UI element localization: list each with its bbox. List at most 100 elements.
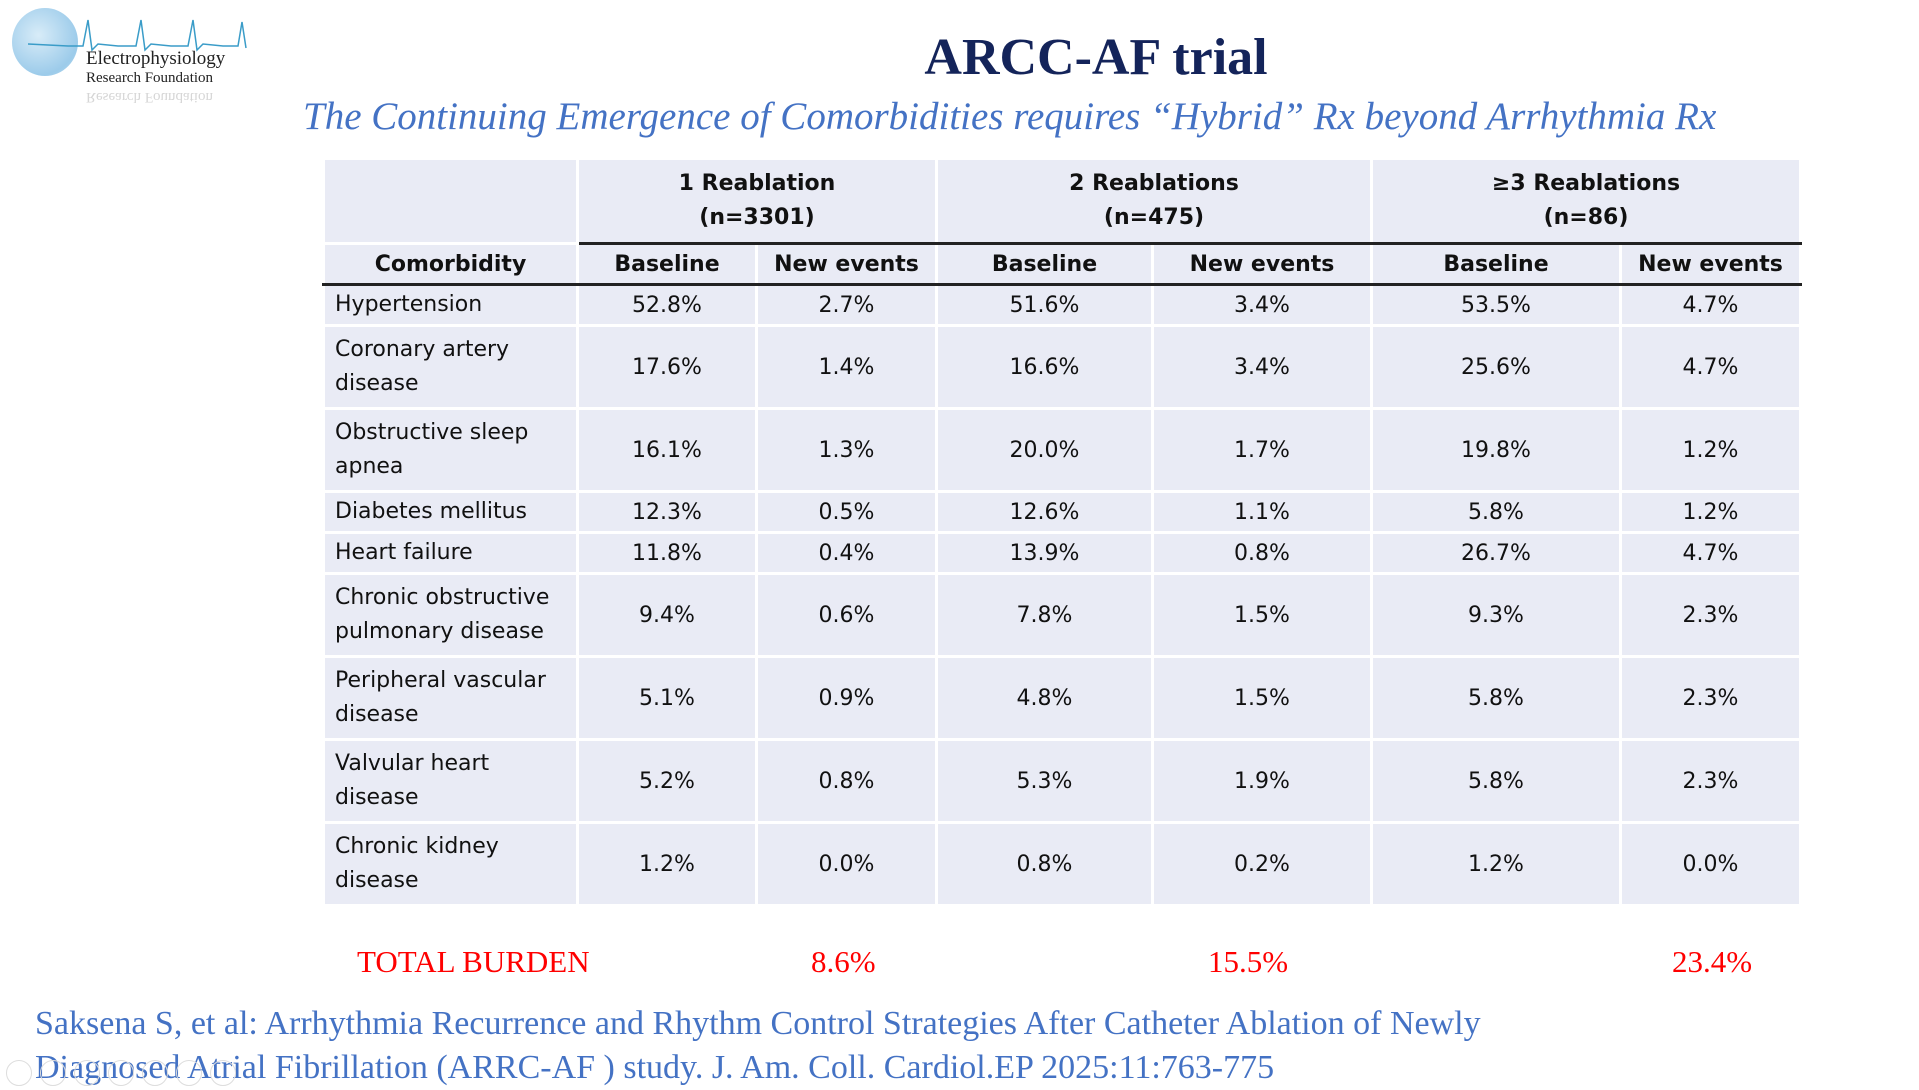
logo-line2: Research Foundation xyxy=(86,70,214,86)
slide-nav-controls[interactable] xyxy=(6,1060,236,1086)
new-events-value: 1.4% xyxy=(755,324,938,410)
baseline-value: 19.8% xyxy=(1370,407,1622,493)
new-events-value: 1.5% xyxy=(1151,655,1373,741)
new-events-value: 0.0% xyxy=(755,821,938,907)
comorbidity-name: Chronic obstructive pulmonary disease xyxy=(322,572,579,658)
logo-reflection: Research Foundation xyxy=(86,89,214,105)
new-events-value: 1.1% xyxy=(1151,490,1373,534)
new-events-value: 2.3% xyxy=(1618,572,1803,658)
new-events-value: 0.9% xyxy=(755,655,938,741)
new-events-value: 0.8% xyxy=(755,738,938,824)
col-new-events: New events xyxy=(755,242,938,286)
total-burden-3: 23.4% xyxy=(1672,944,1753,979)
new-events-value: 2.7% xyxy=(755,283,938,327)
comorbidity-name: Valvular heart disease xyxy=(322,738,579,824)
total-burden-2: 15.5% xyxy=(1208,944,1289,979)
new-events-value: 0.0% xyxy=(1618,821,1803,907)
baseline-value: 12.6% xyxy=(935,490,1154,534)
comorbidity-name: Hypertension xyxy=(322,283,579,327)
baseline-value: 16.6% xyxy=(935,324,1154,410)
total-burden-1: 8.6% xyxy=(811,944,876,979)
table-row: Chronic obstructive pulmonary disease 9.4… xyxy=(322,572,1803,658)
new-events-value: 1.3% xyxy=(755,407,938,493)
baseline-value: 11.8% xyxy=(576,531,758,575)
new-events-value: 1.2% xyxy=(1618,407,1803,493)
col-baseline: Baseline xyxy=(576,242,758,286)
ecg-wave-icon xyxy=(28,19,247,52)
baseline-value: 1.2% xyxy=(1370,821,1622,907)
prev-slide-icon[interactable] xyxy=(6,1060,32,1086)
comorbidity-name: Coronary artery disease xyxy=(322,324,579,410)
slide-subtitle: The Continuing Emergence of Comorbiditie… xyxy=(303,95,1717,138)
baseline-value: 5.3% xyxy=(935,738,1154,824)
table-row: Hypertension 52.8% 2.7% 51.6% 3.4% 53.5% 4.7% xyxy=(322,283,1803,327)
new-events-value: 4.7% xyxy=(1618,531,1803,575)
baseline-value: 13.9% xyxy=(935,531,1154,575)
table-row: Diabetes mellitus 12.3% 0.5% 12.6% 1.1% 5.8% 1… xyxy=(322,490,1803,534)
new-events-value: 1.9% xyxy=(1151,738,1373,824)
group-header-row: 1 Reablation (n=3301) 2 Reablations (n=475… xyxy=(322,157,1803,245)
new-events-value: 0.5% xyxy=(755,490,938,534)
comorbidity-name: Peripheral vascular disease xyxy=(322,655,579,741)
more-icon[interactable] xyxy=(210,1060,236,1086)
total-burden-row: TOTAL BURDEN 8.6% 15.5% 23.4% xyxy=(0,944,1919,988)
logo-line1: Electrophysiology xyxy=(86,48,226,69)
column-header-row: Comorbidity Baseline New events Baseline… xyxy=(322,242,1803,286)
table-row: Chronic kidney disease 1.2% 0.0% 0.8% 0.2% 1.… xyxy=(322,821,1803,907)
foundation-logo: Electrophysiology Research Foundation Re… xyxy=(8,6,248,106)
group-header: 1 Reablation (n=3301) xyxy=(576,157,938,245)
col-comorbidity: Comorbidity xyxy=(322,242,579,286)
subtitles-icon[interactable] xyxy=(176,1060,202,1086)
empty-header xyxy=(322,157,579,245)
new-events-value: 4.7% xyxy=(1618,324,1803,410)
table-row: Coronary artery disease 17.6% 1.4% 16.6% 3.4… xyxy=(322,324,1803,410)
comorbidity-name: Diabetes mellitus xyxy=(322,490,579,534)
next-slide-icon[interactable] xyxy=(40,1060,66,1086)
baseline-value: 5.2% xyxy=(576,738,758,824)
table-row: Obstructive sleep apnea 16.1% 1.3% 20.0% 1.7… xyxy=(322,407,1803,493)
comorbidity-table: 1 Reablation (n=3301) 2 Reablations (n=475… xyxy=(322,157,1803,907)
table-row: Valvular heart disease 5.2% 0.8% 5.3% 1.9% 5.… xyxy=(322,738,1803,824)
new-events-value: 0.4% xyxy=(755,531,938,575)
baseline-value: 20.0% xyxy=(935,407,1154,493)
col-baseline: Baseline xyxy=(935,242,1154,286)
comorbidity-name: Chronic kidney disease xyxy=(322,821,579,907)
table-row: Heart failure 11.8% 0.4% 13.9% 0.8% 26.7% 4.7% xyxy=(322,531,1803,575)
slide-title: ARCC-AF trial xyxy=(924,29,1268,86)
baseline-value: 9.4% xyxy=(576,572,758,658)
slides-icon[interactable] xyxy=(108,1060,134,1086)
new-events-value: 1.5% xyxy=(1151,572,1373,658)
baseline-value: 16.1% xyxy=(576,407,758,493)
new-events-value: 2.3% xyxy=(1618,738,1803,824)
citation-line2: Diagnosed Atrial Fibrillation (ARRC-AF )… xyxy=(35,1049,1275,1086)
baseline-value: 53.5% xyxy=(1370,283,1622,327)
new-events-value: 3.4% xyxy=(1151,324,1373,410)
new-events-value: 3.4% xyxy=(1151,283,1373,327)
baseline-value: 7.8% xyxy=(935,572,1154,658)
new-events-value: 4.7% xyxy=(1618,283,1803,327)
table-row: Peripheral vascular disease 5.1% 0.9% 4.8% 1… xyxy=(322,655,1803,741)
new-events-value: 1.2% xyxy=(1618,490,1803,534)
pen-icon[interactable] xyxy=(74,1060,100,1086)
baseline-value: 5.8% xyxy=(1370,738,1622,824)
new-events-value: 1.7% xyxy=(1151,407,1373,493)
comorbidity-name: Heart failure xyxy=(322,531,579,575)
total-burden-label: TOTAL BURDEN xyxy=(357,944,590,979)
baseline-value: 25.6% xyxy=(1370,324,1622,410)
baseline-value: 9.3% xyxy=(1370,572,1622,658)
citation-line1: Saksena S, et al: Arrhythmia Recurrence … xyxy=(35,1005,1481,1042)
group-header: ≥3 Reablations (n=86) xyxy=(1369,157,1803,245)
zoom-icon[interactable] xyxy=(142,1060,168,1086)
comorbidity-name: Obstructive sleep apnea xyxy=(322,407,579,493)
baseline-value: 51.6% xyxy=(935,283,1154,327)
baseline-value: 52.8% xyxy=(576,283,758,327)
new-events-value: 0.8% xyxy=(1151,531,1373,575)
baseline-value: 0.8% xyxy=(935,821,1154,907)
col-new-events: New events xyxy=(1618,242,1803,286)
globe-icon xyxy=(12,8,78,76)
col-new-events: New events xyxy=(1151,242,1373,286)
baseline-value: 1.2% xyxy=(576,821,758,907)
baseline-value: 5.8% xyxy=(1370,490,1622,534)
baseline-value: 5.1% xyxy=(576,655,758,741)
baseline-value: 17.6% xyxy=(576,324,758,410)
